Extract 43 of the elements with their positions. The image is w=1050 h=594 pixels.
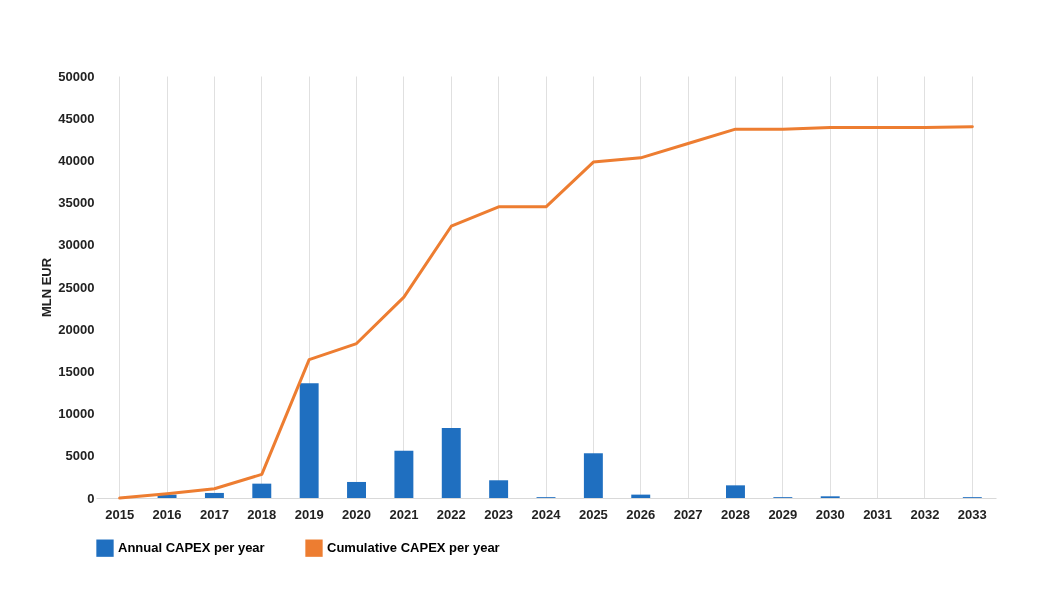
x-tick-label: 2023: [484, 506, 514, 522]
x-tick-label: 2033: [957, 506, 987, 522]
x-tick-label: 2024: [531, 506, 562, 522]
x-tick-label: 2030: [815, 506, 845, 522]
line-series: [118, 125, 974, 500]
bar: [204, 492, 224, 498]
bar: [726, 485, 745, 498]
x-tick-label: 2032: [910, 506, 940, 522]
x-tick-label: 2017: [199, 506, 229, 522]
x-tick-label: 2020: [342, 506, 371, 522]
y-tick-label: 35000: [58, 195, 95, 211]
bar: [347, 481, 366, 498]
x-tick-label: 2026: [626, 506, 656, 522]
x-tick-label: 2015: [105, 506, 135, 522]
x-tick-label: 2021: [389, 506, 419, 522]
x-tick-label: 2016: [152, 506, 182, 522]
y-tick-label: 50000: [58, 68, 95, 84]
y-tick-label: 10000: [58, 406, 95, 422]
x-tick-label: 2029: [768, 506, 798, 522]
legend-label: Cumulative CAPEX per year: [327, 540, 500, 556]
bar: [394, 450, 414, 498]
x-tick-label: 2019: [294, 506, 324, 522]
x-tick-label: 2022: [436, 506, 466, 522]
x-tick-label: 2027: [673, 506, 703, 522]
x-tick-label: 2028: [721, 506, 750, 522]
y-tick-label: 5000: [65, 448, 95, 464]
y-tick-label: 15000: [58, 363, 95, 379]
y-tick-label: 25000: [58, 279, 95, 295]
x-tick-label: 2018: [247, 506, 277, 522]
bar: [583, 453, 603, 498]
bar: [441, 427, 461, 498]
y-tick-label: 0: [87, 490, 95, 506]
bar: [252, 483, 272, 498]
legend-label: Annual CAPEX per year: [118, 540, 265, 556]
bar: [299, 383, 319, 498]
y-tick-label: 30000: [58, 237, 95, 253]
y-tick-label: 20000: [58, 321, 95, 337]
bar: [489, 480, 509, 498]
y-tick-label: 40000: [58, 152, 95, 168]
x-tick-label: 2025: [578, 506, 608, 522]
y-axis-title: MLN EUR: [39, 257, 55, 318]
x-tick-label: 2031: [863, 506, 893, 522]
y-tick-label: 45000: [58, 110, 95, 126]
